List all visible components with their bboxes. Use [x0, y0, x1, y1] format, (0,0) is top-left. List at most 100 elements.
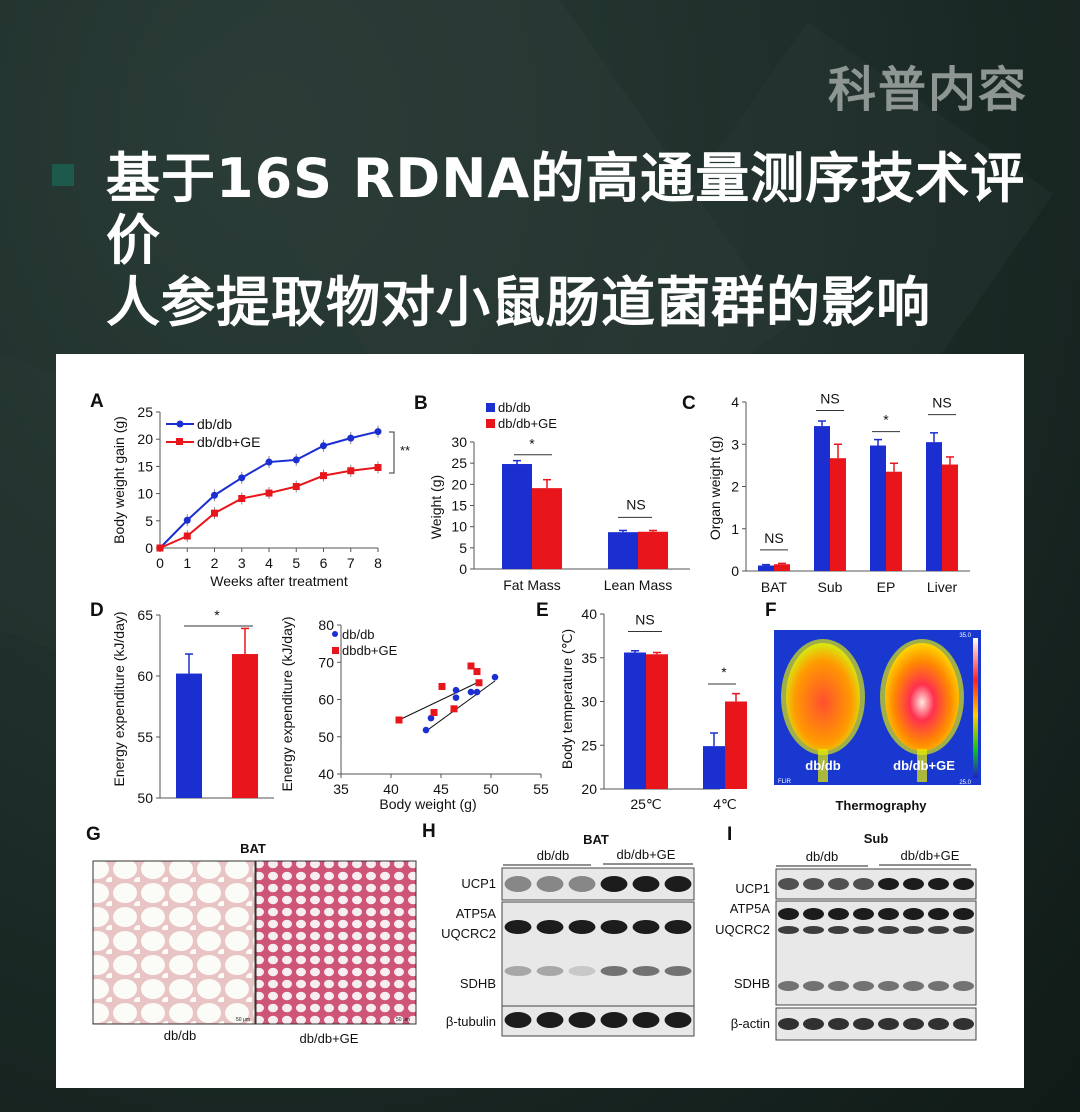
blot-band: [928, 981, 949, 991]
blot-band: [903, 981, 924, 991]
scale-bottom: 25.0: [959, 780, 971, 786]
blot-band: [778, 981, 799, 991]
a-xtick-label: 5: [292, 555, 300, 571]
blot-band: [853, 981, 874, 991]
d-ytick-label: 60: [137, 668, 153, 684]
e-bar: [646, 654, 668, 789]
e-category-label: 25℃: [630, 796, 661, 812]
a-series-line-1: [159, 466, 379, 549]
panel-c: C Organ weight (g) 0 1 2 3 4 BAT Sub EP Liver NS N…: [682, 390, 970, 595]
b-ytick-label: 0: [459, 561, 467, 577]
a-point: [265, 458, 273, 466]
histology-right-label: db/db+GE: [300, 1031, 359, 1046]
blot-band: [903, 908, 924, 920]
a-point: [347, 434, 355, 442]
panel-d-label: D: [90, 600, 104, 621]
c-category-label: EP: [877, 579, 896, 595]
panel-a-ylabel: Body weight gain (g): [111, 416, 127, 544]
blot-band: [504, 1012, 532, 1028]
a-sig-bracket: [389, 431, 395, 474]
c-bar: [886, 471, 902, 571]
legend-dbdb: db/db: [197, 416, 232, 432]
a-xtick-label: 2: [211, 555, 219, 571]
panel-b-ylabel: Weight (g): [428, 475, 444, 539]
d2-point-ge: [450, 705, 458, 713]
d-ytick-label: 65: [137, 607, 153, 623]
a-point: [292, 456, 300, 464]
blot-i-title: Sub: [864, 831, 889, 846]
d-sig: *: [214, 607, 220, 623]
e-bar: [703, 746, 725, 789]
blot-band: [853, 908, 874, 920]
e-ytick-label: 25: [581, 737, 597, 753]
figure: A Body weight gain (g) Weeks after treat…: [56, 354, 1024, 1088]
blot-band: [903, 926, 924, 934]
category-tag: 科普内容: [827, 62, 1028, 118]
blot-i-group-2: db/db+GE: [901, 848, 960, 863]
a-ytick-label: 20: [137, 431, 153, 447]
e-sig-4: *: [721, 664, 727, 680]
blot-label: UCP1: [735, 881, 770, 896]
a-point: [374, 463, 382, 471]
panel-a-label: A: [90, 391, 104, 412]
d2-point-dbdb: [467, 688, 475, 696]
blot-band: [953, 878, 974, 890]
blot-band: [600, 1012, 628, 1028]
blot-band: [600, 876, 628, 892]
panel-a-chart: 0 5 10 15 20 25 0 1 2 3 4 5 6 7 8: [137, 404, 395, 571]
histology-title: BAT: [240, 841, 266, 856]
d2-point-ge: [473, 668, 481, 676]
blot-band: [803, 908, 824, 920]
a-xtick-label: 8: [374, 555, 382, 571]
d-bar: [232, 654, 258, 798]
d2-point-dbdb: [473, 688, 481, 696]
blot-band: [632, 876, 660, 892]
legend-d-dbdb: db/db: [342, 627, 375, 642]
blot-band: [536, 1012, 564, 1028]
a-xtick-label: 1: [183, 555, 191, 571]
blot-band: [828, 878, 849, 890]
blot-label: UQCRC2: [441, 926, 496, 941]
b-bar: [532, 488, 562, 569]
d2-point-dbdb: [452, 694, 460, 701]
legend-b-dbdb-ge: db/db+GE: [498, 416, 557, 431]
a-xtick-label: 3: [238, 555, 246, 571]
panel-c-ylabel: Organ weight (g): [707, 436, 723, 540]
panel-i: I Sub db/db db/db+GE UCP1 ATP5A UQCRC2 SDHB…: [715, 824, 977, 1041]
blot-strip: [501, 1005, 695, 1037]
d2-xtick-label: 40: [383, 781, 399, 797]
blot-h: UCP1 ATP5A UQCRC2 SDHB β-tubulin: [441, 867, 695, 1037]
blot-i: UCP1 ATP5A UQCRC2 SDHB β-actin: [715, 868, 977, 1041]
scale-top: 35.0: [959, 633, 971, 639]
blot-band: [878, 908, 899, 920]
panel-h: H BAT db/db db/db+GE UCP1 ATP5A UQCRC2 SDHB…: [422, 821, 695, 1037]
e-bar: [624, 652, 646, 789]
d2-point-ge: [430, 709, 438, 717]
blot-h-group-2: db/db+GE: [617, 847, 676, 862]
a-point: [156, 544, 164, 552]
blot-band: [568, 966, 596, 976]
panel-e-label: E: [536, 600, 549, 621]
d2-ytick-label: 70: [318, 654, 334, 670]
d2-fit-line: [398, 680, 482, 721]
c-bar: [942, 464, 958, 571]
c-sig-label: NS: [764, 530, 783, 546]
a-point: [238, 474, 246, 482]
b-ytick-label: 10: [451, 519, 467, 535]
a-ytick-label: 5: [145, 513, 153, 529]
blot-band: [664, 966, 692, 976]
blot-label: ATP5A: [730, 901, 771, 916]
a-xtick-label: 4: [265, 555, 273, 571]
a-ytick-label: 0: [145, 540, 153, 556]
c-category-label: BAT: [761, 579, 788, 595]
panel-b: B Weight (g) 0 5 10 15 20 25 30 Fat Mass Lean Ma…: [414, 393, 690, 593]
d2-ytick-label: 60: [318, 692, 334, 708]
b-ytick-label: 20: [451, 476, 467, 492]
panel-b-label: B: [414, 393, 428, 414]
blot-band: [632, 920, 660, 934]
blot-band: [803, 878, 824, 890]
blot-label: UQCRC2: [715, 922, 770, 937]
b-sig-fat: *: [529, 436, 535, 452]
blot-band: [504, 876, 532, 892]
